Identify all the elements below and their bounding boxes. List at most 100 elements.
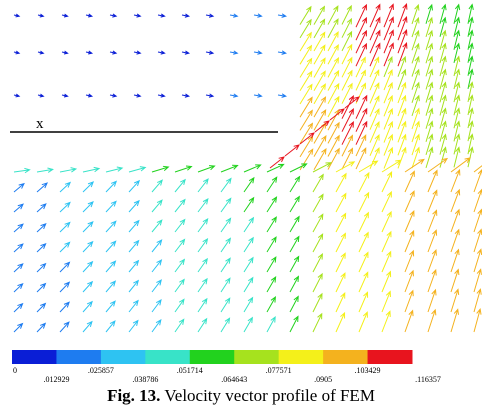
velocity-arrow: [151, 165, 170, 173]
velocity-arrow: [327, 95, 340, 118]
velocity-arrow: [197, 277, 208, 293]
velocity-vector-field: x: [10, 3, 482, 333]
velocity-arrow: [229, 93, 239, 98]
velocity-arrow: [128, 199, 140, 213]
velocity-arrow: [205, 50, 215, 55]
legend-swatch: [12, 350, 57, 364]
velocity-arrow: [425, 42, 434, 64]
velocity-arrow: [404, 309, 414, 333]
velocity-arrow: [299, 5, 312, 25]
velocity-arrow: [473, 188, 482, 213]
velocity-arrow: [335, 192, 347, 213]
velocity-arrow: [197, 257, 208, 273]
velocity-arrow: [220, 197, 232, 213]
velocity-arrow: [289, 215, 300, 233]
velocity-arrow: [397, 120, 407, 143]
velocity-arrow: [369, 121, 380, 143]
velocity-arrow: [381, 230, 392, 253]
velocity-arrow: [411, 133, 420, 156]
velocity-arrow: [355, 16, 367, 41]
velocity-arrow: [299, 31, 312, 52]
velocity-arrow: [355, 3, 367, 28]
velocity-arrow: [313, 5, 326, 25]
velocity-arrow: [341, 4, 352, 25]
velocity-arrow: [151, 279, 162, 293]
velocity-arrow: [105, 240, 117, 253]
velocity-arrow: [425, 29, 434, 51]
velocity-arrow: [341, 43, 353, 65]
velocity-arrow: [329, 108, 345, 121]
velocity-arrow: [181, 93, 191, 98]
velocity-arrow: [128, 166, 147, 173]
velocity-arrow: [411, 146, 420, 169]
velocity-arrow: [105, 220, 117, 233]
velocity-arrow: [312, 312, 323, 333]
velocity-arrow: [157, 13, 166, 18]
velocity-arrow: [439, 55, 447, 77]
velocity-arrow: [289, 175, 301, 193]
velocity-arrow: [355, 120, 368, 145]
legend-swatch: [234, 350, 280, 364]
velocity-arrow: [13, 282, 24, 293]
velocity-arrow: [13, 182, 25, 193]
velocity-arrow: [299, 18, 312, 39]
velocity-arrow: [289, 295, 299, 313]
velocity-arrow: [36, 322, 47, 333]
velocity-arrow: [289, 235, 300, 253]
velocity-arrow: [439, 94, 447, 116]
velocity-arrow: [355, 56, 366, 78]
velocity-arrow: [450, 228, 460, 253]
velocity-arrow: [82, 280, 94, 293]
velocity-arrow: [335, 172, 347, 193]
velocity-arrow: [335, 311, 346, 333]
velocity-arrow: [383, 94, 393, 117]
velocity-arrow: [109, 50, 118, 55]
velocity-arrow: [450, 157, 471, 173]
velocity-arrow: [383, 120, 393, 143]
velocity-arrow: [36, 182, 48, 193]
velocity-arrow: [453, 120, 461, 142]
velocity-arrow: [427, 248, 437, 273]
velocity-arrow: [355, 29, 367, 54]
velocity-arrow: [341, 134, 353, 157]
velocity-arrow: [425, 146, 434, 169]
velocity-arrow: [59, 281, 71, 293]
velocity-arrow: [397, 146, 407, 169]
velocity-arrow: [473, 288, 482, 313]
velocity-arrow: [82, 240, 94, 253]
legend-tick-label: .116357: [415, 375, 441, 384]
velocity-arrow: [381, 290, 391, 313]
velocity-arrow: [467, 120, 474, 142]
velocity-arrow: [397, 16, 408, 41]
velocity-arrow: [174, 165, 193, 173]
velocity-arrow: [335, 232, 346, 253]
velocity-arrow: [341, 95, 354, 119]
velocity-arrow: [335, 291, 346, 313]
velocity-arrow: [197, 178, 209, 193]
velocity-arrow: [341, 108, 354, 132]
velocity-arrow: [289, 163, 308, 173]
velocity-arrow: [105, 320, 116, 333]
velocity-arrow: [411, 16, 420, 38]
velocity-arrow: [174, 218, 186, 233]
legend-swatch: [145, 350, 191, 364]
velocity-arrow: [243, 316, 253, 333]
velocity-arrow: [404, 158, 425, 173]
velocity-arrow: [383, 42, 394, 67]
velocity-arrow: [411, 94, 420, 117]
velocity-arrow: [312, 233, 324, 253]
velocity-arrow: [82, 181, 95, 193]
velocity-arrow: [36, 302, 47, 313]
caption-text: Velocity vector profile of FEM: [164, 386, 375, 405]
velocity-arrow: [425, 120, 434, 142]
vector-arrows: [13, 3, 482, 333]
velocity-arrow: [128, 279, 140, 293]
velocity-arrow: [327, 121, 340, 144]
legend-swatch: [367, 350, 413, 364]
velocity-arrow: [313, 70, 326, 91]
velocity-arrow: [59, 241, 71, 253]
velocity-arrow: [312, 162, 333, 173]
velocity-arrow: [383, 56, 393, 78]
velocity-arrow: [59, 261, 71, 273]
velocity-arrow: [313, 122, 327, 144]
